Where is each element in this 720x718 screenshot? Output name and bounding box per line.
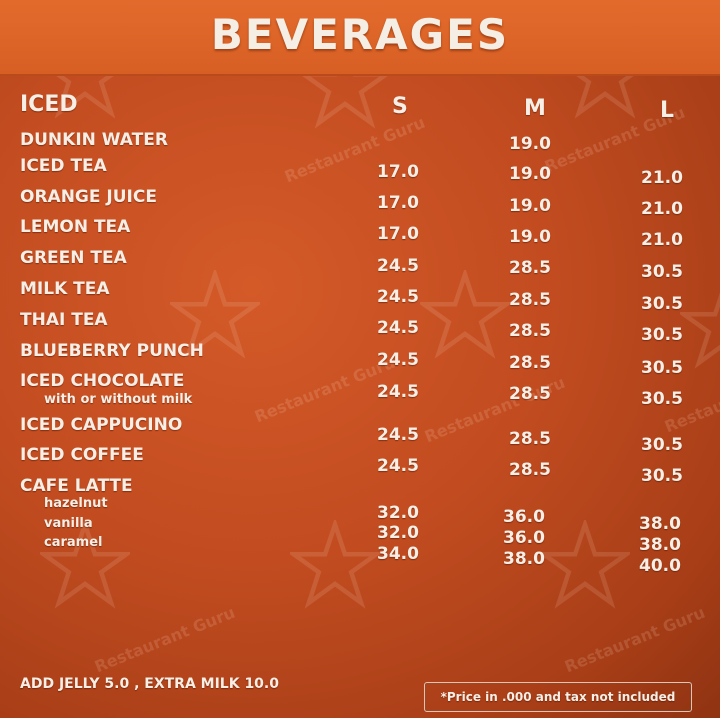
price-l: 21.0 <box>641 230 683 250</box>
menu-item-name: GREEN TEA <box>20 248 127 268</box>
price-s: 17.0 <box>377 162 419 182</box>
menu-item-name: ICED CHOCOLATE <box>20 371 185 391</box>
price-m: 38.0 <box>503 549 545 569</box>
price-s: 34.0 <box>377 544 419 564</box>
price-m: 28.5 <box>509 429 551 449</box>
price-l: 21.0 <box>641 199 683 219</box>
price-l: 30.5 <box>641 325 683 345</box>
price-m: 28.5 <box>509 460 551 480</box>
price-m: 19.0 <box>509 196 551 216</box>
watermark-star-icon <box>680 292 720 369</box>
watermark-star-icon <box>540 520 630 609</box>
price-m: 36.0 <box>503 528 545 548</box>
price-m: 28.5 <box>509 384 551 404</box>
price-s: 24.5 <box>377 256 419 276</box>
price-l: 30.5 <box>641 262 683 282</box>
price-l: 30.5 <box>641 358 683 378</box>
price-m: 36.0 <box>503 507 545 527</box>
price-s: 32.0 <box>377 523 419 543</box>
price-m: 28.5 <box>509 258 551 278</box>
price-s: 24.5 <box>377 350 419 370</box>
menu-item-name: LEMON TEA <box>20 217 131 237</box>
price-s: 24.5 <box>377 425 419 445</box>
watermark-star-icon <box>290 520 380 609</box>
latte-variant-name: hazelnut <box>44 496 108 511</box>
menu-item-name: ICED CAPPUCINO <box>20 415 183 435</box>
watermark-text: Restaurant Guru <box>91 602 238 677</box>
watermark-star-icon <box>40 520 130 609</box>
menu-item-name: MILK TEA <box>20 279 110 299</box>
price-l: 40.0 <box>639 556 681 576</box>
menu-item-name: ORANGE JUICE <box>20 187 157 207</box>
price-m: 28.5 <box>509 321 551 341</box>
menu-item-note: with or without milk <box>44 392 193 407</box>
price-l: 30.5 <box>641 294 683 314</box>
price-s: 17.0 <box>377 224 419 244</box>
addons-line: ADD JELLY 5.0 , EXTRA MILK 10.0 <box>20 676 279 692</box>
price-s: 24.5 <box>377 456 419 476</box>
price-m: 19.0 <box>509 227 551 247</box>
column-header-l: L <box>660 98 675 123</box>
price-s: 24.5 <box>377 287 419 307</box>
page-title: BEVERAGES <box>210 10 510 59</box>
price-l: 30.5 <box>641 389 683 409</box>
price-m: 19.0 <box>509 164 551 184</box>
price-l: 38.0 <box>639 514 681 534</box>
price-m: 28.5 <box>509 353 551 373</box>
watermark-text: Restaurant Guru <box>561 602 708 677</box>
price-note: *Price in .000 and tax not included <box>424 682 692 712</box>
price-l: 38.0 <box>639 535 681 555</box>
price-l: 21.0 <box>641 168 683 188</box>
column-header-m: M <box>524 96 546 121</box>
price-s: 32.0 <box>377 503 419 523</box>
menu-item-name: CAFE LATTE <box>20 476 133 496</box>
section-label: ICED <box>20 92 78 117</box>
price-s: 24.5 <box>377 318 419 338</box>
price-s: 24.5 <box>377 382 419 402</box>
menu-item-name: DUNKIN WATER <box>20 130 168 150</box>
price-l: 30.5 <box>641 435 683 455</box>
menu-item-name: THAI TEA <box>20 310 108 330</box>
menu-item-name: ICED COFFEE <box>20 445 144 465</box>
column-header-s: S <box>392 94 408 119</box>
price-l: 30.5 <box>641 466 683 486</box>
header-band <box>0 0 720 76</box>
price-m: 19.0 <box>509 134 551 154</box>
latte-variant-name: caramel <box>44 535 103 550</box>
watermark-star-icon <box>420 270 510 359</box>
watermark-star-icon <box>170 270 260 359</box>
price-s: 17.0 <box>377 193 419 213</box>
price-m: 28.5 <box>509 290 551 310</box>
latte-variant-name: vanilla <box>44 516 93 531</box>
menu-item-name: ICED TEA <box>20 156 107 176</box>
menu-item-name: BLUEBERRY PUNCH <box>20 341 204 361</box>
